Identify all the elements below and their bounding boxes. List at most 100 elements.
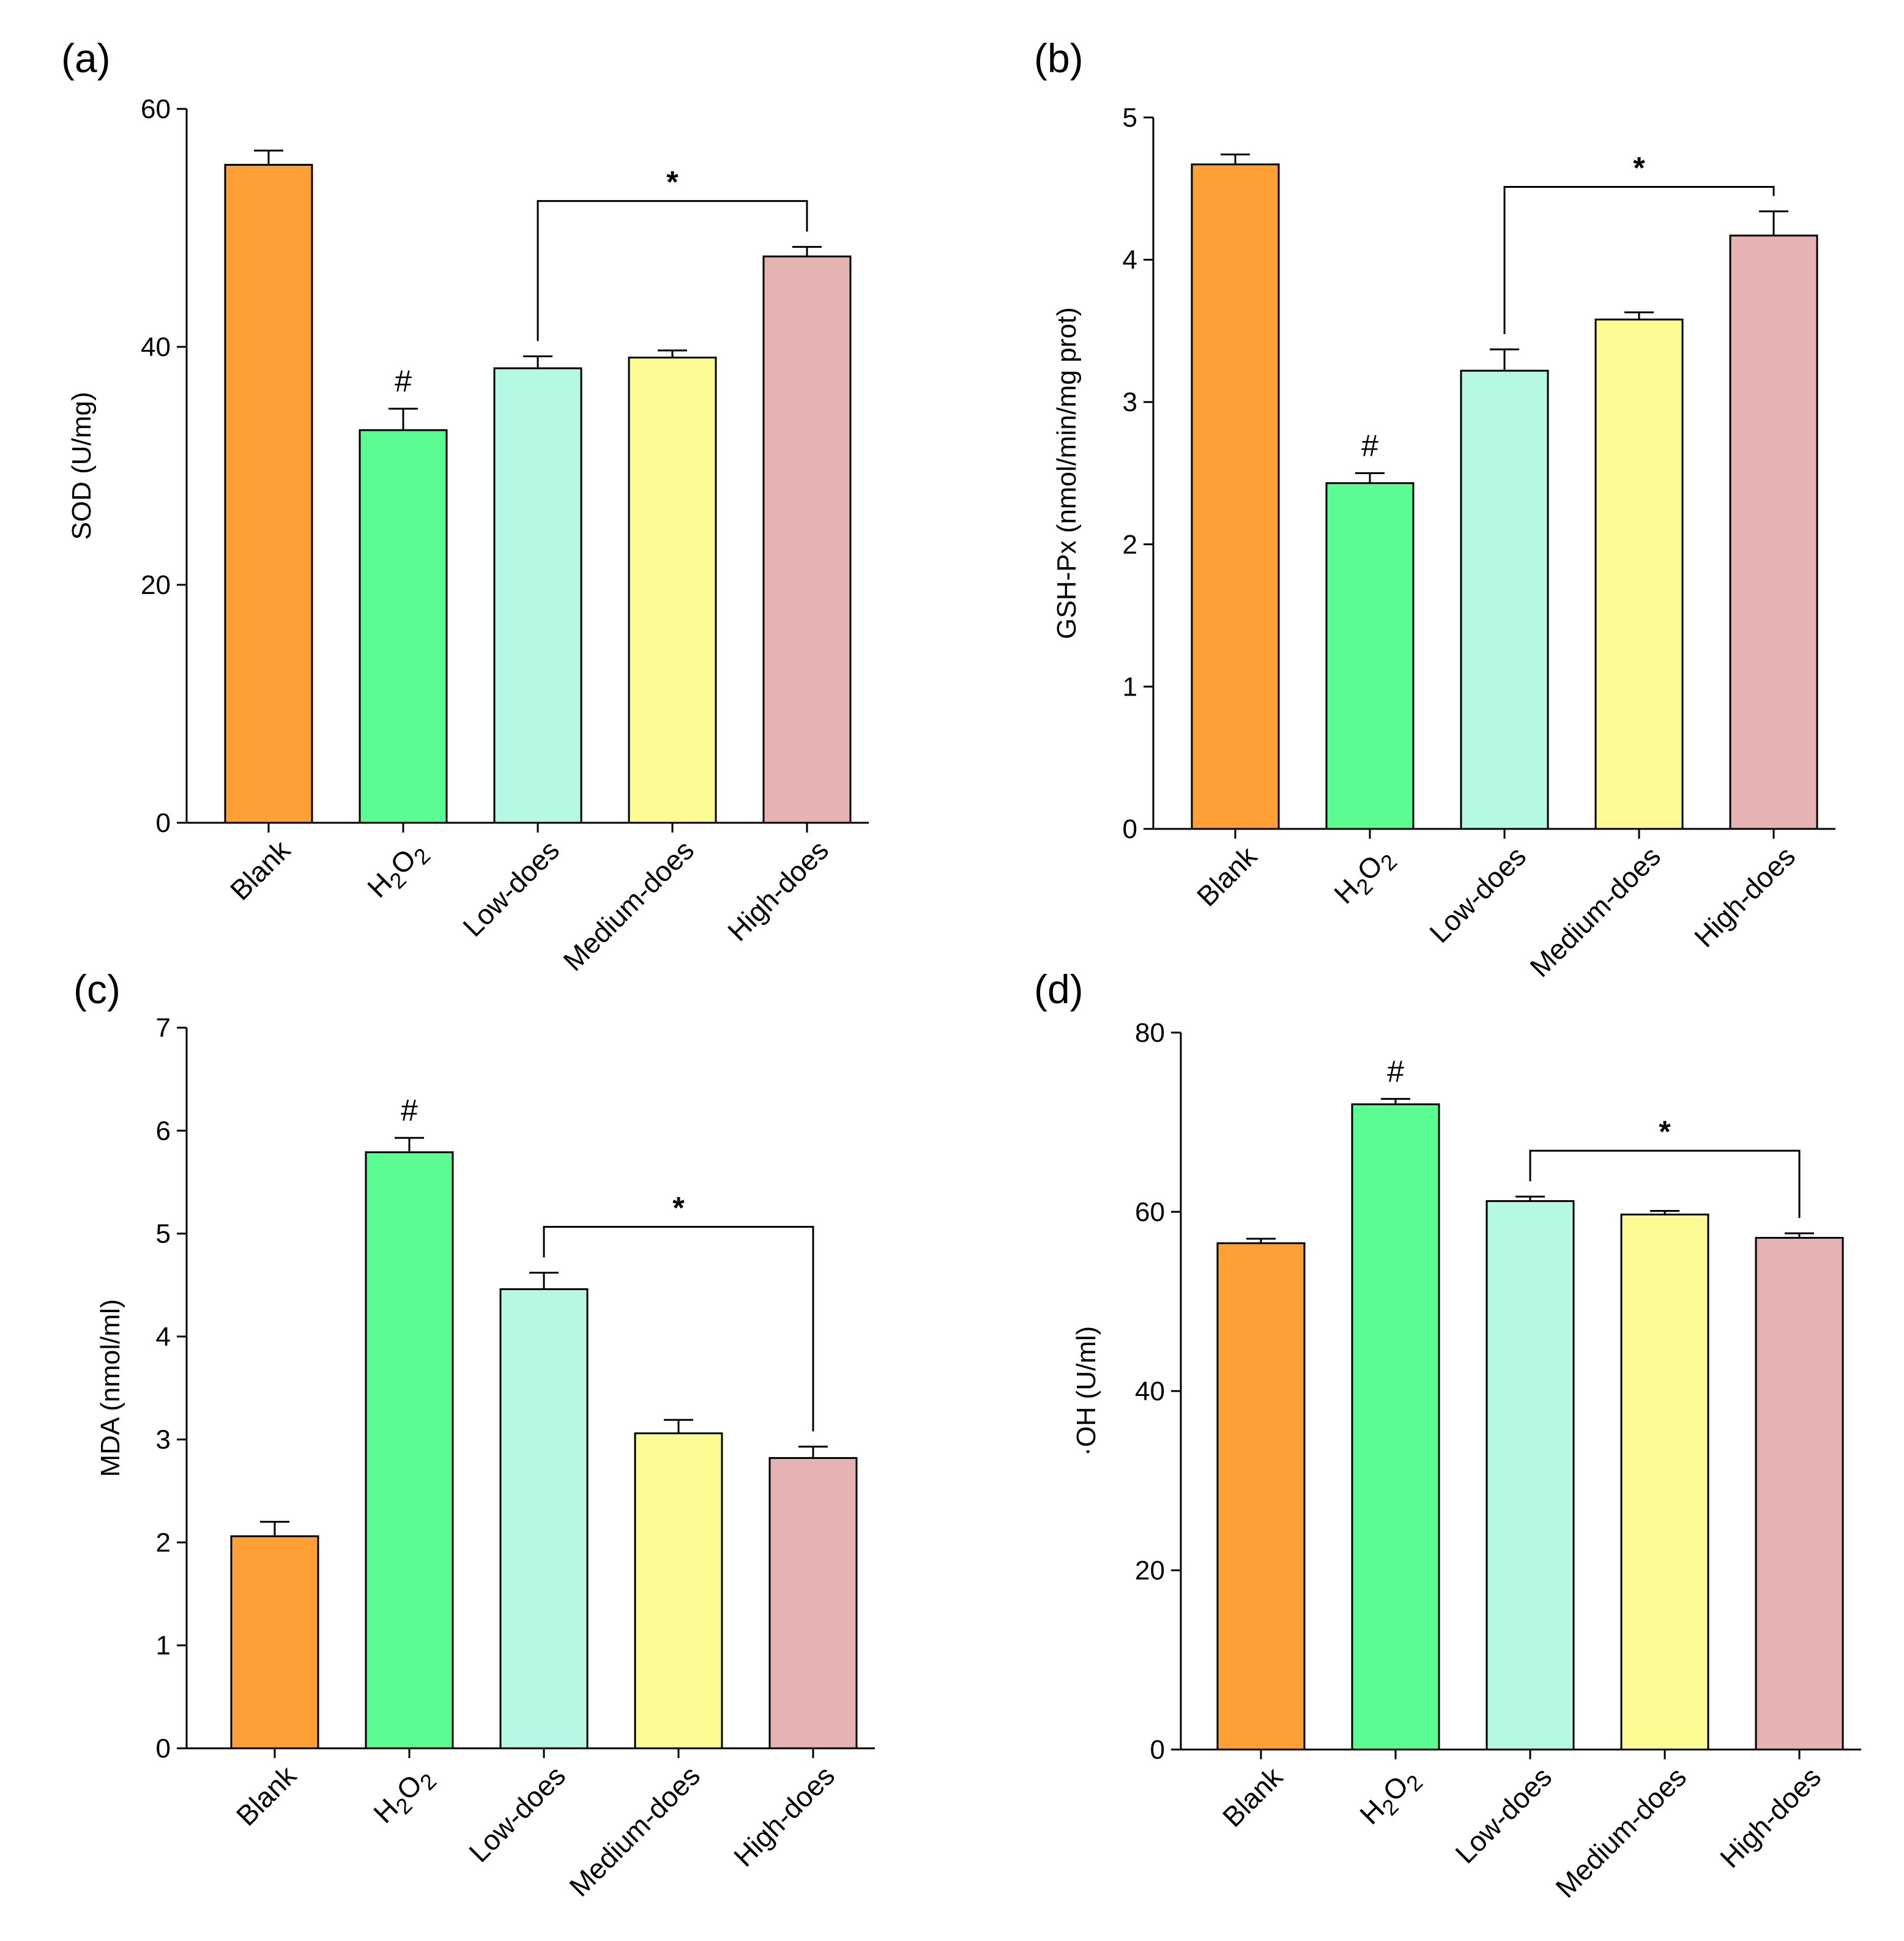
error-bar-low-does [529, 1272, 559, 1290]
panel-label: (b) [1034, 35, 1084, 81]
bar-blank [224, 163, 313, 824]
bar-high-does [768, 1457, 858, 1750]
error-bar-high-does [1759, 210, 1788, 236]
error-bar-medium-does [1650, 1210, 1679, 1215]
error-bar-h2o2 [1355, 472, 1385, 483]
bar-low-does [493, 367, 582, 824]
panel-label: (a) [61, 35, 111, 81]
hash-annotation: # [395, 364, 412, 398]
y-tick-label: 0 [1150, 1735, 1165, 1765]
panel-label: (d) [1034, 967, 1084, 1012]
y-tick-label: 4 [156, 1322, 171, 1352]
y-tick-label: 6 [156, 1116, 171, 1146]
y-tick-label: 0 [156, 1734, 171, 1764]
error-bar-h2o2 [1381, 1097, 1410, 1105]
bar-high-does [1729, 234, 1818, 830]
bar-h2o2 [1325, 482, 1415, 830]
panel-a: (a) 0 20 40 60 SOD (U/mg) Blank H2O2 Low-doesMed… [61, 35, 869, 977]
panel-label: (c) [73, 967, 121, 1012]
y-tick-label: 3 [1123, 387, 1137, 417]
y-axis-title: ·OH (U/ml) [1071, 1326, 1101, 1457]
category-label-blank: Blank [230, 1759, 303, 1832]
category-label-h2o2: H2O2 [1328, 840, 1402, 914]
y-axis-title: SOD (U/mg) [67, 392, 97, 540]
bar-blank [1216, 1242, 1306, 1751]
y-axis-title: GSH-Px (nmol/min/mg prot) [1052, 307, 1082, 639]
y-tick-label: 80 [1135, 1018, 1165, 1048]
panel-c: (c) 0 1 2 3 4 5 6 7 MDA (nmol/ml) Blank H2O2 Low-doe… [73, 967, 875, 1902]
significance-bracket [537, 200, 808, 341]
significance-star: * [1633, 151, 1645, 185]
category-label-medium-does: Medium-does [557, 834, 700, 977]
category-label-h2o2: H2O2 [361, 834, 435, 908]
y-tick-label: 40 [1135, 1376, 1165, 1406]
bar-low-does [1460, 369, 1549, 830]
error-bar-h2o2 [389, 407, 418, 431]
category-label-blank: Blank [1191, 840, 1263, 913]
error-bar-blank [260, 1521, 289, 1537]
bar-high-does [1755, 1236, 1844, 1751]
category-label-medium-does: Medium-does [1549, 1761, 1692, 1904]
error-bar-h2o2 [395, 1137, 424, 1152]
category-label-high-does: High-does [727, 1759, 841, 1872]
y-tick-label: 1 [156, 1631, 171, 1661]
category-label-blank: Blank [1216, 1761, 1289, 1833]
y-tick-label: 20 [1135, 1556, 1165, 1586]
error-bar-blank [1246, 1238, 1276, 1244]
bar-medium-does [628, 357, 717, 824]
bar-medium-does [1620, 1213, 1709, 1751]
error-bar-medium-does [664, 1419, 693, 1434]
y-tick-label: 0 [156, 808, 171, 838]
y-tick-label: 60 [1135, 1197, 1165, 1227]
y-tick-label: 5 [1123, 103, 1137, 133]
bar-h2o2 [365, 1151, 454, 1750]
y-tick-label: 60 [141, 94, 171, 124]
y-tick-label: 2 [1123, 530, 1137, 560]
category-label-h2o2: H2O2 [1353, 1761, 1427, 1835]
category-label-high-does: High-does [721, 834, 835, 947]
y-axis-title: MDA (nmol/ml) [95, 1299, 125, 1477]
significance-bracket [1503, 186, 1775, 335]
error-bar-low-does [1515, 1195, 1545, 1201]
category-label-blank: Blank [224, 834, 297, 907]
category-label-high-does: High-does [1688, 840, 1801, 953]
bar-medium-does [634, 1432, 723, 1750]
bar-h2o2 [359, 429, 448, 824]
error-bar-low-does [523, 355, 552, 369]
error-bar-blank [1221, 153, 1250, 165]
bar-medium-does [1594, 318, 1684, 830]
significance-star: * [666, 165, 679, 199]
error-bar-high-does [1785, 1232, 1814, 1238]
category-label-medium-does: Medium-does [1523, 840, 1667, 983]
y-tick-label: 4 [1123, 245, 1137, 275]
error-bar-medium-does [658, 349, 687, 358]
y-tick-label: 3 [156, 1425, 171, 1455]
category-label-h2o2: H2O2 [367, 1759, 441, 1833]
error-bar-high-does [792, 246, 822, 257]
bar-low-does [1486, 1200, 1575, 1751]
category-label-medium-does: Medium-does [563, 1759, 706, 1902]
hash-annotation: # [1387, 1054, 1404, 1088]
panel-d: (d) 0 20 40 60 80 ·OH (U/ml) Blank H2O2 Low-doesM… [1034, 967, 1861, 1904]
y-tick-label: 7 [156, 1013, 171, 1043]
error-bar-high-does [798, 1446, 828, 1458]
y-tick-label: 0 [1123, 814, 1137, 844]
error-bar-blank [254, 149, 283, 165]
category-label-low-does: Low-does [456, 834, 565, 943]
significance-star: * [1659, 1115, 1671, 1149]
category-label-high-does: High-does [1714, 1761, 1827, 1874]
y-tick-label: 5 [156, 1219, 171, 1249]
significance-bracket [543, 1226, 814, 1431]
bar-high-does [762, 255, 852, 824]
hash-annotation: # [401, 1093, 418, 1127]
bar-low-does [499, 1288, 589, 1750]
y-tick-label: 2 [156, 1527, 171, 1557]
significance-bracket [1529, 1149, 1801, 1219]
category-label-low-does: Low-does [1449, 1761, 1558, 1869]
panel-b: (b) 0 1 2 3 4 5 GSH-Px (nmol/min/mg prot) Blank H… [1034, 35, 1835, 983]
error-bar-low-does [1490, 348, 1519, 371]
hash-annotation: # [1361, 429, 1378, 463]
category-label-low-does: Low-does [1423, 840, 1532, 949]
bar-h2o2 [1351, 1103, 1440, 1751]
